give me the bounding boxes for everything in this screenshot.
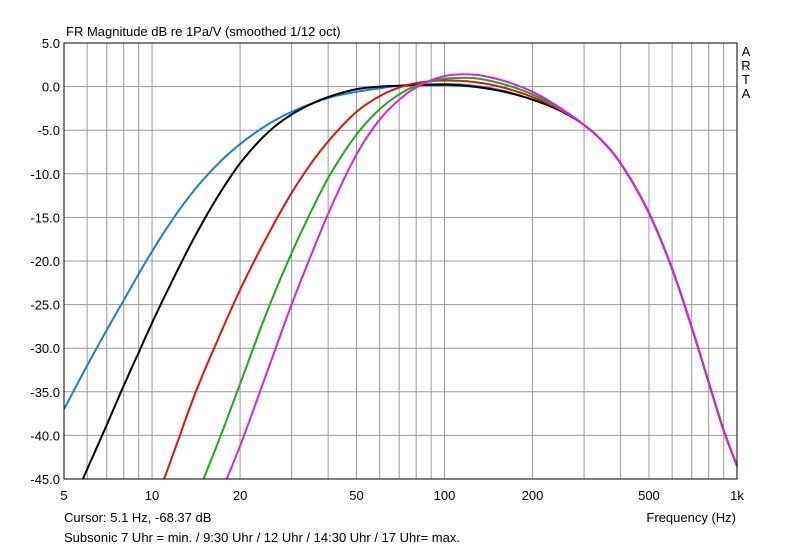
y-tick-label: -45.0 <box>30 472 60 487</box>
y-tick-label: -30.0 <box>30 341 60 356</box>
x-tick-label: 50 <box>349 488 363 503</box>
x-tick-label: 1k <box>730 488 744 503</box>
plot-frame <box>63 42 738 480</box>
x-tick-label: 20 <box>233 488 247 503</box>
y-tick-labels: 5.0 0.0 -5.0 -10.0 -15.0 -20.0 -25.0 -30.0 -35.0… <box>30 36 60 487</box>
chart-title: FR Magnitude dB re 1Pa/V (smoothed 1/12 … <box>66 24 341 39</box>
x-tick-label: 10 <box>145 488 159 503</box>
y-tick-label: -15.0 <box>30 210 60 225</box>
x-axis-label: Frequency (Hz) <box>646 510 736 525</box>
x-tick-label: 200 <box>522 488 544 503</box>
arta-logo-letter: A <box>742 86 751 101</box>
y-tick-label: 0.0 <box>42 80 60 95</box>
x-tick-label: 5 <box>60 488 67 503</box>
series-line <box>202 76 738 480</box>
series-line <box>63 83 738 467</box>
y-tick-label: -20.0 <box>30 254 60 269</box>
arta-logo-letter: A <box>742 44 751 59</box>
y-tick-label: -10.0 <box>30 167 60 182</box>
series-line <box>225 73 738 480</box>
y-tick-label: -35.0 <box>30 385 60 400</box>
y-tick-label: 5.0 <box>42 36 60 51</box>
caption: Subsonic 7 Uhr = min. / 9:30 Uhr / 12 Uh… <box>64 530 460 545</box>
x-tick-label: 500 <box>638 488 660 503</box>
y-tick-label: -25.0 <box>30 298 60 313</box>
series-line <box>81 83 738 480</box>
arta-logo-letter: T <box>742 72 750 87</box>
x-tick-labels: 5 10 20 50 100 200 500 1k <box>60 488 744 503</box>
arta-logo-letter: R <box>741 58 750 73</box>
series-lines <box>63 73 738 480</box>
grid-lines <box>63 42 738 480</box>
cursor-readout: Cursor: 5.1 Hz, -68.37 dB <box>64 510 211 525</box>
y-tick-label: -40.0 <box>30 428 60 443</box>
x-tick-label: 100 <box>434 488 456 503</box>
y-tick-label: -5.0 <box>38 123 60 138</box>
